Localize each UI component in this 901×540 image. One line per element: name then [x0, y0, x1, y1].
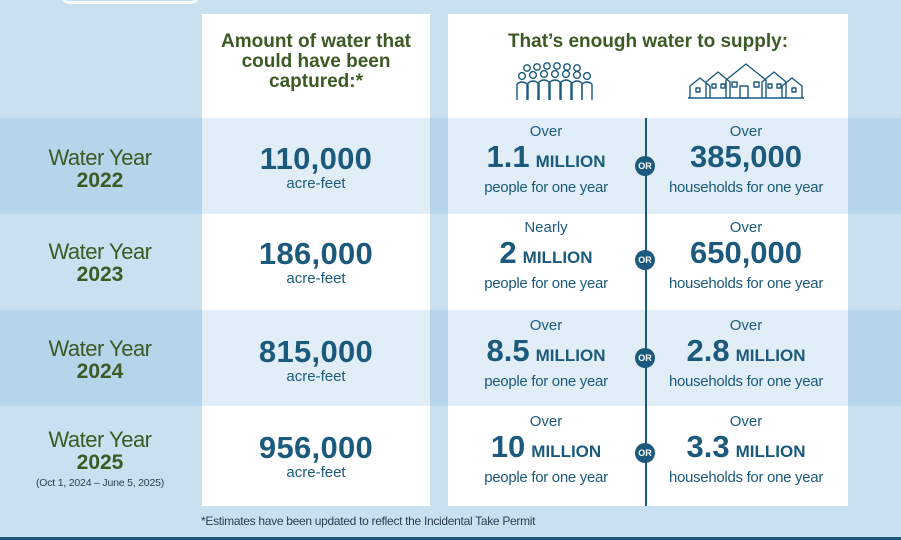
people-2024: Over 8.5 MILLION people for one year: [448, 317, 644, 391]
people-2025: Over 10 MILLION people for one year: [448, 413, 644, 487]
row-label-text: Water Year: [48, 239, 152, 264]
households-magnitude: MILLION: [735, 346, 806, 365]
households-2024: Over 2.8 MILLION households for one year: [648, 317, 844, 391]
row-date-range: (Oct 1, 2024 – June 5, 2025): [35, 477, 165, 489]
people-number: 10: [490, 429, 526, 464]
amount-2023: 186,000 acre-feet: [202, 238, 430, 288]
amount-column-panel: [202, 14, 430, 506]
households-caption: households for one year: [668, 373, 824, 390]
households-qualifier: Over: [729, 123, 763, 140]
amount-header: Amount of water that could have been cap…: [221, 31, 411, 92]
row-label-text: Water Year: [48, 145, 152, 170]
people-magnitude: MILLION: [522, 248, 593, 267]
households-qualifier: Over: [729, 219, 763, 236]
people-qualifier: Over: [529, 317, 563, 334]
amount-value: 815,000: [258, 334, 374, 369]
row-year: 2024: [76, 360, 124, 383]
people-caption: people for one year: [484, 275, 608, 292]
amount-2022: 110,000 acre-feet: [202, 143, 430, 193]
amount-value: 956,000: [258, 430, 374, 465]
people-magnitude: MILLION: [531, 442, 602, 461]
row-year: 2022: [76, 169, 124, 192]
households-magnitude: MILLION: [735, 442, 806, 461]
households-caption: households for one year: [668, 469, 824, 486]
people-caption: people for one year: [484, 469, 608, 486]
row-label-2025: Water Year 2025 (Oct 1, 2024 – June 5, 2…: [0, 427, 200, 490]
amount-2024: 815,000 acre-feet: [202, 336, 430, 386]
people-number: 1.1: [486, 139, 530, 174]
people-group-icon: [516, 62, 593, 100]
amount-value: 186,000: [258, 236, 374, 271]
households-2023: Over 650,000 households for one year: [648, 219, 844, 293]
row-label-2022: Water Year 2022: [0, 146, 200, 192]
people-qualifier: Over: [529, 123, 563, 140]
row-label-2024: Water Year 2024: [0, 337, 200, 383]
decorative-arc: [60, 0, 200, 4]
bottom-rule: [0, 537, 901, 540]
people-number: 2: [499, 235, 517, 270]
people-caption: people for one year: [484, 179, 608, 196]
households-qualifier: Over: [729, 317, 763, 334]
or-divider-line: [645, 118, 647, 506]
amount-value: 110,000: [259, 141, 373, 176]
households-caption: households for one year: [668, 275, 824, 292]
row-label-2023: Water Year 2023: [0, 240, 200, 286]
households-number: 2.8: [686, 333, 730, 368]
people-qualifier: Nearly: [524, 219, 568, 236]
people-2022: Over 1.1 MILLION people for one year: [448, 123, 644, 197]
row-label-text: Water Year: [48, 427, 152, 452]
houses-icon: [688, 63, 804, 99]
or-badge: OR: [635, 156, 655, 176]
row-year: 2023: [76, 263, 124, 286]
people-qualifier: Over: [529, 413, 563, 430]
households-caption: households for one year: [668, 179, 824, 196]
households-2025: Over 3.3 MILLION households for one year: [648, 413, 844, 487]
households-number: 650,000: [689, 235, 803, 270]
people-2023: Nearly 2 MILLION people for one year: [448, 219, 644, 293]
people-number: 8.5: [486, 333, 530, 368]
people-caption: people for one year: [484, 373, 608, 390]
amount-unit: acre-feet: [286, 464, 346, 481]
amount-2025: 956,000 acre-feet: [202, 432, 430, 482]
amount-tint-2024: [202, 310, 430, 406]
or-badge: OR: [635, 443, 655, 463]
or-badge: OR: [635, 348, 655, 368]
footnote: *Estimates have been updated to reflect …: [201, 514, 536, 528]
people-magnitude: MILLION: [535, 346, 606, 365]
row-label-text: Water Year: [48, 336, 152, 361]
people-magnitude: MILLION: [535, 152, 606, 171]
households-2022: Over 385,000 households for one year: [648, 123, 844, 197]
or-badge: OR: [635, 250, 655, 270]
amount-unit: acre-feet: [286, 368, 346, 385]
households-number: 3.3: [686, 429, 730, 464]
row-year: 2025: [76, 451, 124, 474]
households-qualifier: Over: [729, 413, 763, 430]
amount-unit: acre-feet: [286, 175, 346, 192]
amount-unit: acre-feet: [286, 270, 346, 287]
supply-header: That’s enough water to supply:: [507, 31, 789, 52]
households-number: 385,000: [689, 139, 803, 174]
amount-tint-2022: [202, 118, 430, 214]
